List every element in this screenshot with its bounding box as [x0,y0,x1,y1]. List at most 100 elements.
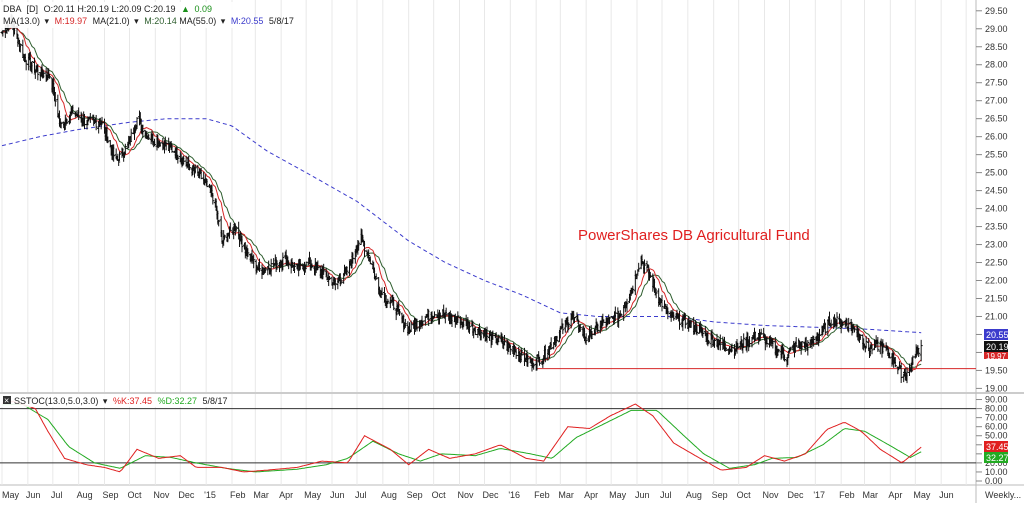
time-tick-label: Dec [788,490,805,500]
stoch-tick-label: 60.00 [985,422,1008,432]
time-tick-label: Nov [763,490,780,500]
ma13-badge: 19.97 [986,352,1007,361]
ohlc-bar [520,349,524,356]
ohlc-bar [735,339,739,354]
stoch-label[interactable]: SSTOC(13.0,5.0,3.0) [14,396,98,406]
ohlc-bar [304,261,308,268]
ohlc-bar [635,274,639,280]
price-tick-label: 23.00 [985,240,1008,250]
chevron-down-icon[interactable]: ▾ [103,396,108,406]
ma21-label[interactable]: MA(21.0) [93,16,130,26]
ohlc-bar [71,104,75,114]
ohlc-bar [718,334,722,351]
ohlc-bar [689,320,693,328]
ohlc-bar [672,312,676,321]
time-tick-label: Dec [483,490,500,500]
ohlc-bar [794,336,798,348]
ohlc-bar [625,298,629,312]
stoch-tick-label: 10.00 [985,467,1008,477]
price-panel-bg [0,0,976,390]
price-tick-label: 25.00 [985,168,1008,178]
close-badge-bg [984,341,1008,352]
time-tick-label: Oct [432,490,447,500]
ohlc-bar [328,275,331,281]
time-tick-label: '17 [813,490,825,500]
ohlc-bar [678,310,681,330]
ohlc-bar [223,234,226,240]
ma55-value: M:20.55 [231,16,264,26]
stoch-d-badge: 32.27 [986,453,1009,463]
time-tick-label: May [913,490,931,500]
time-tick-label: Mar [253,490,269,500]
ma55-line [1,118,922,334]
price-tick-label: 23.50 [985,222,1008,232]
price-tick-label: 27.50 [985,78,1008,88]
time-tick-label: Jul [51,490,63,500]
time-tick-label: Dec [178,490,195,500]
ma55-badge: 20.55 [986,330,1009,340]
time-tick-label: Apr [888,490,902,500]
ohlc-bar [427,309,431,326]
ohlc-bar [654,288,658,299]
price-tick-label: 21.00 [985,311,1008,321]
ohlc-bar [345,266,349,276]
time-tick-label: '15 [204,490,216,500]
ohlc-bar [783,354,786,362]
stoch-k-value: %K:37.45 [113,396,152,406]
ohlc-bar [643,259,646,274]
chevron-down-icon[interactable]: ▾ [45,16,50,26]
time-tick-label: Feb [534,490,550,500]
ohlc-bar [211,193,215,205]
stoch-tick-label: 90.00 [985,395,1008,405]
stoch-legend-date: 5/8/17 [203,396,228,406]
ohlc-bar [613,306,617,321]
price-tick-label: 26.50 [985,114,1008,124]
ohlc-bar [619,313,623,316]
ma55-label[interactable]: MA(55.0) [179,16,216,26]
ohlc-bar [479,329,483,341]
ma13-badge-bg [984,352,1008,359]
time-tick-label: Mar [863,490,879,500]
ma55-badge-bg [984,329,1008,340]
ohlc-bar [870,344,874,355]
ohlc-bar [713,338,716,348]
time-tick-label: Weekly... [985,490,1021,500]
stoch-k-badge-bg [984,441,1008,452]
close-icon[interactable]: × [4,396,9,406]
chevron-down-icon[interactable]: ▾ [221,16,226,26]
ohlc-bar [65,118,69,124]
close-icon-box[interactable] [3,396,11,404]
ohlc-bar [287,260,291,270]
ohlc-bar [48,74,51,79]
time-tick-label: Oct [737,490,752,500]
ohlc-bar [853,327,856,333]
ohlc-bar [135,117,139,129]
ohlc-bar [864,336,868,349]
ohlc-bar [526,354,530,367]
ohlc-bar [147,133,151,140]
ohlc-bar [398,309,401,316]
ohlc-bar [742,333,746,349]
ohlc-bar [724,347,728,351]
ohlc-bar [246,248,250,257]
time-tick-label: Feb [839,490,855,500]
ohlc-bar [666,307,670,320]
chart-annotation: PowerShares DB Agricultural Fund [578,227,810,244]
ohlc-bar [176,154,180,164]
time-tick-label: Jun [939,490,954,500]
ohlc-bar [193,164,197,174]
ohlc-bar [298,259,302,270]
ma13-label[interactable]: MA(13.0) [3,16,40,26]
chevron-down-icon[interactable]: ▾ [134,16,139,26]
stoch-legend: SSTOC(13.0,5.0,3.0) ▾ %K:37.45 %D:32.27 … [14,396,228,406]
ohlc-bar [141,124,145,138]
ohlc-bar [584,333,588,346]
ohlc-bar [730,343,734,353]
ohlc-bar [612,315,616,325]
ohlc-values: O:20.11 H:20.19 L:20.09 C:20.19 [44,4,176,14]
stoch-tick-label: 70.00 [985,413,1008,423]
time-tick-label: Sep [407,490,423,500]
time-tick-label: May [2,490,20,500]
ohlc-bar [77,107,81,121]
ohlc-bar [357,240,361,251]
